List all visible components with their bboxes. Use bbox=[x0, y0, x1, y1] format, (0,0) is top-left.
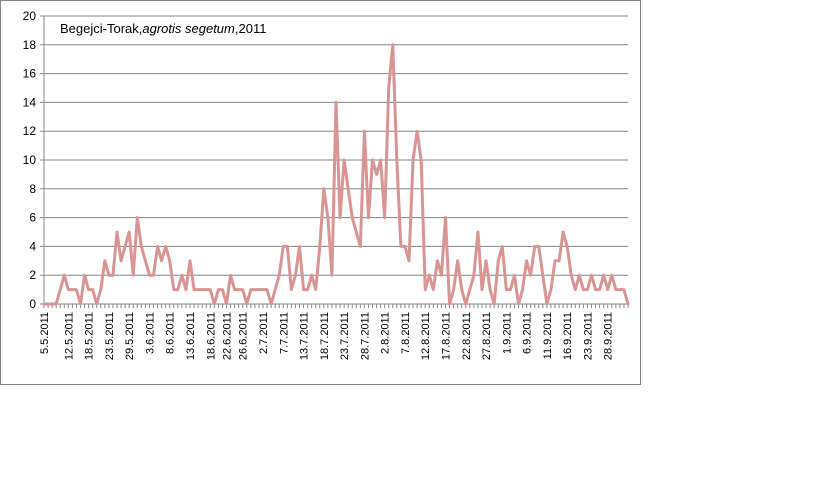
chart-title-part: ,2011 bbox=[235, 21, 267, 36]
series-agrotis-segetum bbox=[42, 43, 630, 306]
x-tick-label: 18.5.2011 bbox=[84, 312, 96, 360]
x-tick-label: 7.8.2011 bbox=[400, 312, 412, 354]
series-line bbox=[42, 43, 630, 306]
chart-title-part: Begejci-Torak, bbox=[60, 21, 142, 36]
x-tick-label: 17.8.2011 bbox=[441, 312, 453, 360]
x-tick-label: 23.9.2011 bbox=[582, 312, 594, 360]
x-tick-label: 12.5.2011 bbox=[63, 312, 75, 360]
y-tick-label-18: 18 bbox=[23, 38, 37, 52]
x-tick-label: 26.6.2011 bbox=[238, 312, 250, 360]
x-tick-label: 8.6.2011 bbox=[165, 312, 177, 354]
x-tick-label: 2.8.2011 bbox=[380, 312, 392, 354]
x-tick-label: 6.9.2011 bbox=[522, 312, 534, 354]
y-tick-label-0: 0 bbox=[29, 297, 36, 311]
x-tick-label: 12.8.2011 bbox=[420, 312, 432, 360]
x-tick-label: 27.8.2011 bbox=[481, 312, 493, 360]
x-tick-label: 23.5.2011 bbox=[104, 312, 116, 360]
y-tick-label-10: 10 bbox=[23, 153, 37, 167]
y-tick-labels: 0 2 4 6 8 10 12 14 16 18 20 bbox=[23, 9, 37, 311]
x-tick-label: 2.7.2011 bbox=[258, 312, 270, 354]
x-tick-label: 1.9.2011 bbox=[501, 312, 513, 354]
y-tick-label-2: 2 bbox=[29, 268, 36, 282]
x-tick-label: 13.7.2011 bbox=[299, 312, 311, 360]
line-chart: 0 2 4 6 8 10 12 14 16 18 20 5.5.2011 12.5.2011 18.5.… bbox=[23, 9, 630, 360]
chart-area: 0 2 4 6 8 10 12 14 16 18 20 5.5.2011 12.5.2011 18.5.… bbox=[0, 0, 641, 385]
chart-title-part: agrotis segetum bbox=[142, 21, 235, 36]
x-tick-label: 23.7.2011 bbox=[339, 312, 351, 360]
x-tick-label: 16.9.2011 bbox=[562, 312, 574, 360]
x-tick-label: 13.6.2011 bbox=[185, 312, 197, 360]
x-tick-label: 18.6.2011 bbox=[205, 312, 217, 360]
x-tick-label: 11.9.2011 bbox=[542, 312, 554, 359]
chart-title: Begejci-Torak,agrotis segetum,2011 bbox=[60, 21, 266, 36]
y-tick-label-6: 6 bbox=[29, 211, 36, 225]
y-tick-label-16: 16 bbox=[23, 67, 37, 81]
x-tick-label: 29.5.2011 bbox=[124, 312, 136, 360]
x-tick-label: 22.8.2011 bbox=[461, 312, 473, 360]
x-tick-label: 18.7.2011 bbox=[319, 312, 331, 360]
x-tick-label: 28.9.2011 bbox=[603, 312, 615, 360]
x-tick-label: 3.6.2011 bbox=[144, 312, 156, 354]
y-tick-label-12: 12 bbox=[23, 124, 37, 138]
x-tick-label: 28.7.2011 bbox=[359, 312, 371, 360]
x-tick-label: 5.5.2011 bbox=[39, 312, 51, 354]
x-tick-label: 7.7.2011 bbox=[278, 312, 290, 354]
y-tick-label-14: 14 bbox=[23, 95, 37, 109]
x-tick-label: 22.6.2011 bbox=[222, 312, 234, 360]
x-tick-labels: 5.5.2011 12.5.2011 18.5.2011 23.5.2011 29.5.… bbox=[39, 312, 615, 360]
y-tick-label-20: 20 bbox=[23, 9, 37, 23]
y-tick-label-8: 8 bbox=[29, 182, 36, 196]
y-tick-label-4: 4 bbox=[29, 239, 36, 253]
